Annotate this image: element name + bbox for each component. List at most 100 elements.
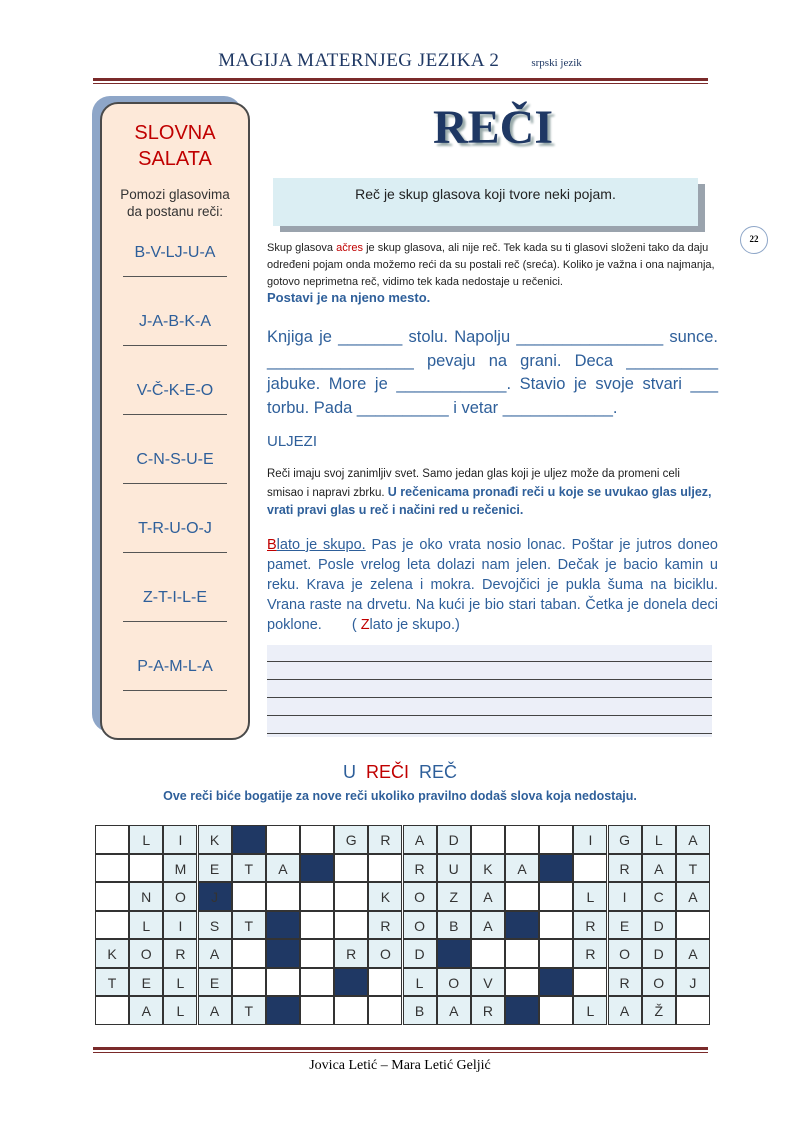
grid-cell: A [675,882,710,911]
grid-cell: A [197,939,232,968]
grid-cell: D [641,939,676,968]
answer-line [123,276,227,277]
answer-line [123,621,227,622]
grid-cell [368,967,403,997]
text: Pas je oko vrata nosio lonac. Poštar je … [267,537,718,633]
grid-cell [368,853,403,883]
grid-cell: K [197,825,232,854]
grid-cell: O [607,939,642,968]
grid-cell [300,882,335,911]
dark-cell: J [197,882,232,911]
intro: Skup glasova ačres je skup glasova, ali … [267,240,723,291]
section-intro: Reči imaju svoj zanimljiv svet. Samo jed… [267,466,718,521]
grid-cell: A [470,910,505,940]
grid-cell: M [163,853,198,883]
story: Blato je skupo. Pas je oko vrata nosio l… [267,535,718,635]
grid-cell: L [129,825,164,854]
grid-cell: B [436,910,471,940]
header: MAGIJA MATERNJEG JEZIKA 2 srpski jezik [0,50,800,72]
grid-cell: D [641,910,676,940]
grid-cell [265,825,300,854]
grid-cell: E [129,967,164,997]
section-title: ULJEZI [267,433,318,450]
grid-cell: D [402,939,437,968]
scrambled-word: V-Č-K-E-O [136,382,214,399]
grid-cell: T [231,996,266,1025]
grid-cell [300,967,335,997]
grid-cell: J [675,967,710,997]
grid-cell: R [163,939,198,968]
word: REČI [365,762,409,782]
scrambled-word: T-R-U-O-J [138,520,212,537]
grid-cell: K [95,939,130,968]
letter: Z [360,617,370,633]
puzzle-instruction: Ove reči biće bogatije za nove reči ukol… [163,789,637,803]
grid-cell: T [675,853,710,883]
grid-cell [95,996,130,1025]
grid-cell [129,853,164,883]
grid-cell [470,825,505,854]
grid-cell: K [470,853,505,883]
grid-cell: O [436,967,471,997]
instruction: U rečenicama pronađi reči u koje se uvuk… [267,484,712,518]
text: lato je skupo.) [369,617,460,633]
grid-cell: A [675,939,710,968]
sidebar: SLOVNA SALATA Pomozi glasovima da postanu… [100,102,250,740]
grid-cell [539,882,574,911]
definition: Reč je skup glasova koji tvore neki poja… [273,178,698,226]
exercise: Knjiga je _______ stolu. Napolju _______… [267,328,718,417]
grid-cell: L [641,825,676,854]
answer-line [123,552,227,553]
grid-cell: C [641,882,676,911]
grid-cell: A [129,996,164,1025]
grid-cell: O [163,882,198,911]
grid-cell: A [470,882,505,911]
grid-cell: R [470,996,505,1025]
header-subject: srpski jezik [531,57,582,69]
grid-cell [334,910,369,940]
text: lato je skupo. [276,537,366,553]
grid-cell [265,882,300,911]
word: REČ [419,762,458,782]
footer-rule [93,1047,708,1053]
dark-cell [231,825,266,854]
dark-cell [505,910,540,940]
dark-cell [436,939,471,968]
header-title: MAGIJA MATERNJEG JEZIKA 2 [218,50,500,71]
grid-cell [505,967,540,997]
text: ( [351,617,361,633]
puzzle-title: U REČI REČ [0,762,800,783]
grid-cell: I [163,825,198,854]
grid-cell: B [402,996,437,1025]
header-rule [93,78,708,84]
scrambled-word: P-A-M-L-A [137,658,213,675]
grid-cell: R [573,910,608,940]
grid-cell: R [368,825,403,854]
grid-cell [505,882,540,911]
grid-cell [505,939,540,968]
grid-cell: A [641,853,676,883]
grid-cell: Ž [641,996,676,1025]
grid-cell [231,967,266,997]
grid-cell [95,825,130,854]
grid-cell [573,853,608,883]
grid-cell: A [265,853,300,883]
grid-cell: A [675,825,710,854]
word-list: B-V-LJ-U-A J-A-B-K-A V-Č-K-E-O C-N-S-U-E T-R… [102,244,248,691]
grid-cell: R [368,910,403,940]
grid-cell: R [402,853,437,883]
answer-area [267,645,712,737]
grid-cell: L [129,910,164,940]
grid-cell: A [436,996,471,1025]
grid-cell: L [402,967,437,997]
grid-cell: R [573,939,608,968]
grid-cell [539,996,574,1025]
word: U [342,762,356,782]
grid-cell [675,996,710,1025]
grid-cell: A [505,853,540,883]
grid-cell: E [197,853,232,883]
grid-cell: K [368,882,403,911]
grid-cell [300,939,335,968]
grid-cell [368,996,403,1025]
